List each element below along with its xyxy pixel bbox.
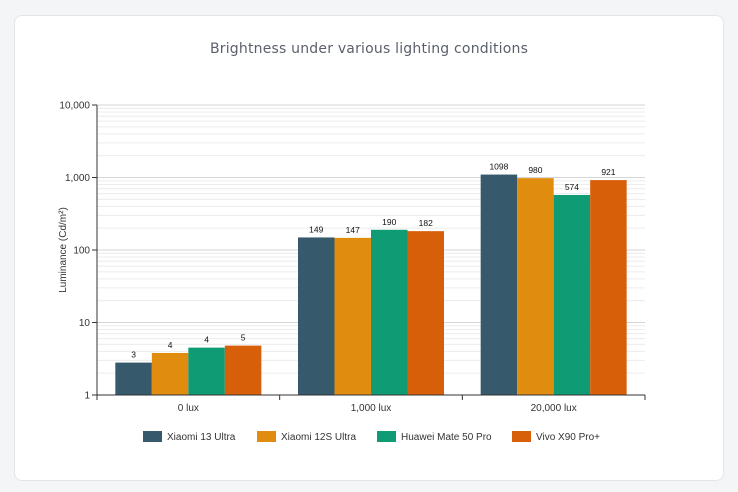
bar	[151, 352, 189, 395]
legend-swatch	[257, 431, 276, 442]
bar	[298, 237, 335, 395]
x-tick-label: 1,000 lux	[351, 403, 392, 414]
legend-label: Xiaomi 13 Ultra	[167, 432, 236, 443]
data-label: 4	[168, 340, 173, 350]
data-label: 4	[204, 335, 209, 345]
legend-swatch	[377, 431, 396, 442]
bar	[115, 362, 152, 395]
data-label: 921	[601, 167, 615, 177]
legend-item[interactable]: Xiaomi 13 Ultra	[143, 431, 236, 443]
legend-item[interactable]: Vivo X90 Pro+	[512, 431, 600, 443]
bars: 3 149 1098 4 147 980 4 190 574 5 182 921	[115, 162, 627, 395]
bar	[371, 229, 408, 395]
data-label: 980	[528, 165, 542, 175]
data-label: 190	[382, 217, 396, 227]
legend-swatch	[143, 431, 162, 442]
bar	[517, 178, 554, 395]
y-tick-label: 100	[73, 246, 90, 257]
data-label: 1098	[489, 162, 508, 172]
data-label: 5	[241, 333, 246, 343]
y-tick-label: 1	[84, 391, 90, 402]
legend-label: Xiaomi 12S Ultra	[281, 432, 356, 443]
legend-label: Vivo X90 Pro+	[536, 432, 600, 443]
y-tick-label: 1,000	[65, 173, 90, 184]
bar	[334, 237, 371, 395]
y-tick-label: 10,000	[59, 101, 90, 112]
bar	[553, 194, 591, 395]
legend-item[interactable]: Huawei Mate 50 Pro	[377, 431, 492, 443]
bar	[188, 347, 225, 395]
data-label: 182	[419, 218, 433, 228]
chart-title: Brightness under various lighting condit…	[210, 41, 528, 57]
legend-label: Huawei Mate 50 Pro	[401, 432, 492, 443]
bar	[407, 231, 444, 395]
legend: Xiaomi 13 Ultra Xiaomi 12S Ultra Huawei Ma…	[143, 431, 600, 443]
y-axis: 1 10 100 1,000 10,000	[59, 101, 98, 402]
data-label: 574	[565, 182, 579, 192]
bar	[590, 180, 627, 395]
x-tick-label: 0 lux	[178, 403, 199, 414]
x-tick-label: 20,000 lux	[531, 403, 577, 414]
bar	[480, 174, 518, 395]
legend-item[interactable]: Xiaomi 12S Ultra	[257, 431, 356, 443]
y-axis-label: Luminance (Cd/m²)	[58, 207, 69, 293]
legend-swatch	[512, 431, 531, 442]
data-label: 3	[131, 350, 136, 360]
data-label: 147	[346, 225, 360, 235]
data-label: 149	[309, 224, 323, 234]
bar	[224, 345, 262, 395]
y-tick-label: 10	[79, 318, 91, 329]
x-axis: 0 lux 1,000 lux 20,000 lux	[96, 394, 646, 414]
